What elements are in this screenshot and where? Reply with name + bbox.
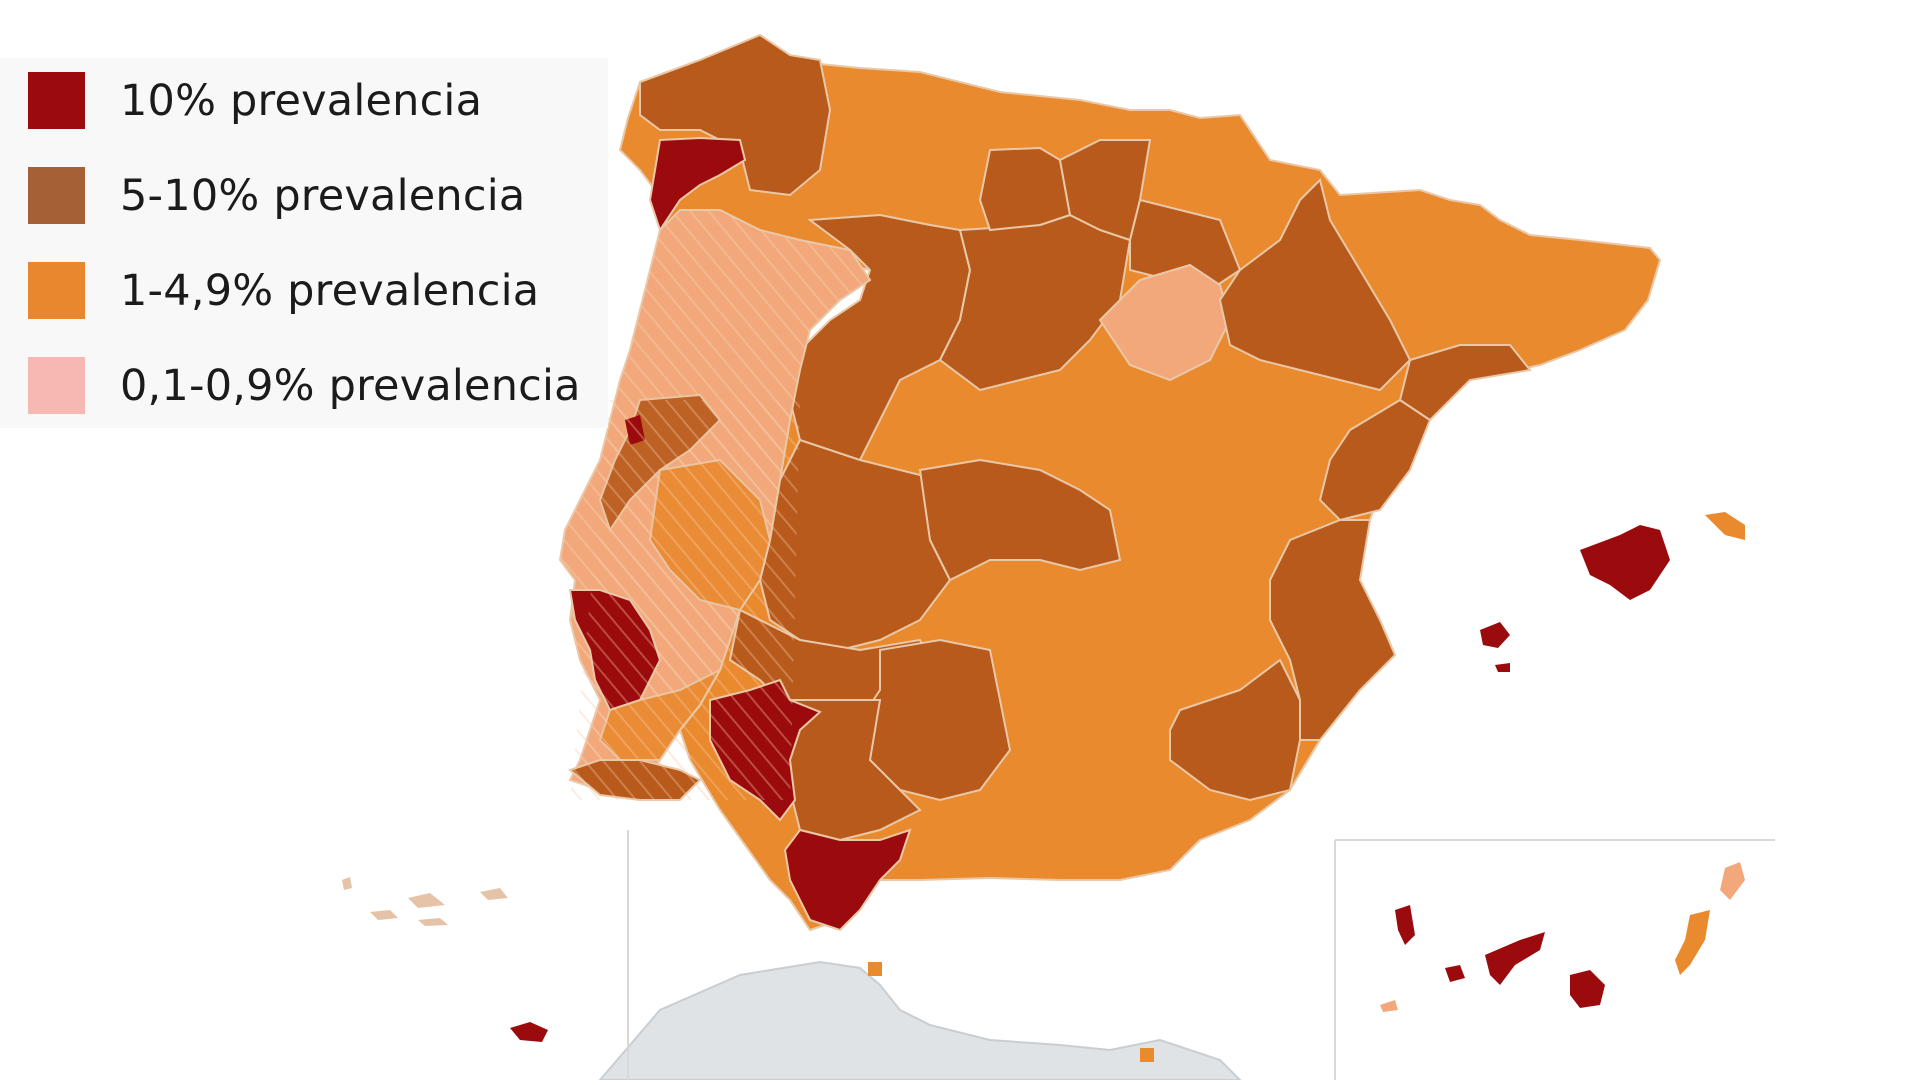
legend-swatch-mid [28, 167, 85, 224]
island-azores-5 [480, 888, 508, 900]
island-azores-4 [418, 918, 448, 926]
island-fuerteventura [1675, 910, 1710, 975]
region-valencia [1269, 519, 1397, 741]
island-tenerife [1485, 932, 1545, 985]
ceuta-marker [868, 962, 882, 976]
island-azores-2 [370, 910, 398, 920]
island-la-gomera [1445, 965, 1465, 982]
island-mallorca [1580, 525, 1670, 600]
region-pontevedra [648, 136, 747, 233]
legend-label-low: 1-4,9% prevalencia [120, 266, 540, 316]
island-azores-1 [342, 877, 352, 890]
legend-swatch-high [28, 72, 85, 129]
region-toledo [918, 458, 1122, 582]
island-azores-3 [408, 893, 445, 908]
legend-swatch-low [28, 262, 85, 319]
island-menorca [1705, 512, 1745, 540]
canary-inset-frame [1334, 839, 1775, 1080]
legend: 10% prevalencia 5-10% prevalencia 1-4,9%… [0, 58, 608, 428]
portugal-hatch-overlay [570, 400, 800, 800]
melilla-marker [1140, 1048, 1154, 1062]
legend-label-mid: 5-10% prevalencia [120, 171, 526, 221]
island-gran-canaria [1570, 970, 1605, 1008]
region-galicia-north [639, 33, 832, 197]
legend-label-high: 10% prevalencia [120, 76, 483, 126]
island-ibiza [1480, 622, 1510, 648]
region-tarragona [1398, 344, 1532, 422]
legend-swatch-verylow [28, 357, 85, 414]
legend-label-verylow: 0,1-0,9% prevalencia [120, 361, 581, 411]
island-lanzarote [1720, 862, 1745, 900]
island-formentera [1495, 663, 1510, 672]
island-la-palma [1395, 905, 1415, 945]
north-africa-landmass [597, 960, 1243, 1081]
region-castilla-north [978, 146, 1072, 232]
region-murcia [1169, 658, 1301, 802]
region-cadiz [783, 828, 912, 932]
island-madeira [510, 1022, 548, 1042]
island-el-hierro [1380, 1000, 1398, 1012]
